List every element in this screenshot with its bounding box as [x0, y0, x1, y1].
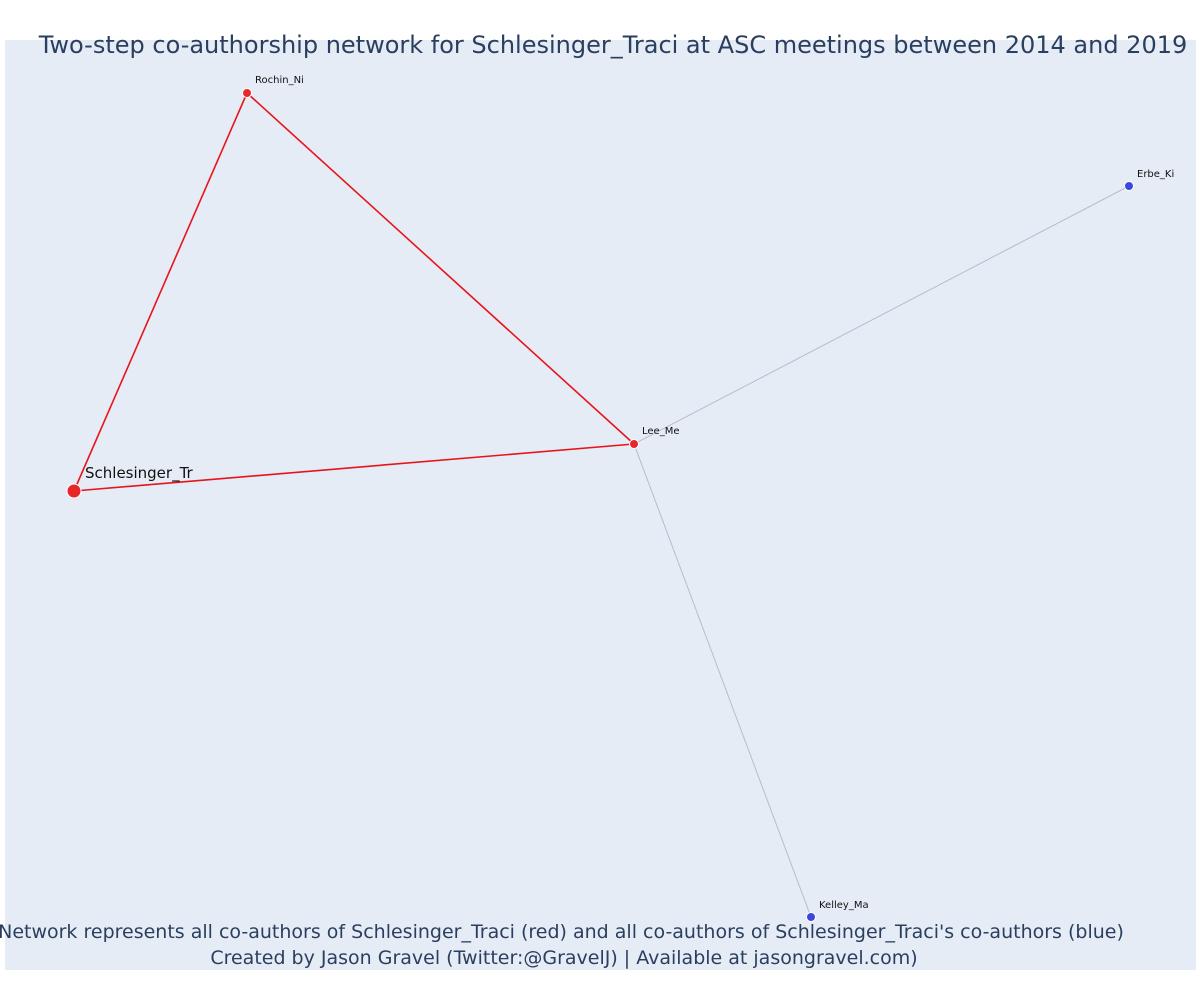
edge-Lee_Me-Erbe_Ki [633, 185, 1130, 445]
node-label-Lee_Me: Lee_Me [642, 426, 679, 437]
edge-Rochin_Ni-Lee_Me [246, 92, 635, 445]
node-Erbe_Ki[interactable] [1124, 181, 1134, 191]
edge-Schlesinger_Tr-Rochin_Ni [73, 92, 248, 492]
caption-line-1: Network represents all co-authors of Sch… [0, 921, 1124, 943]
node-Kelley_Ma[interactable] [806, 912, 816, 922]
caption-line-2: Created by Jason Gravel (Twitter:@Gravel… [210, 947, 917, 969]
node-label-Erbe_Ki: Erbe_Ki [1137, 169, 1174, 180]
node-Lee_Me[interactable] [629, 439, 639, 449]
node-layer [66, 88, 1134, 922]
plot-area [5, 40, 1196, 970]
node-label-Schlesinger_Tr: Schlesinger_Tr [85, 464, 194, 483]
node-Rochin_Ni[interactable] [242, 88, 252, 98]
chart-title: Two-step co-authorship network for Schle… [38, 31, 1188, 59]
node-label-Rochin_Ni: Rochin_Ni [255, 75, 304, 86]
edge-Schlesinger_Tr-Lee_Me [73, 443, 635, 492]
edge-layer [73, 92, 1130, 918]
label-layer: Schlesinger_Tr Rochin_Ni Lee_Me Erbe_Ki Kell… [85, 75, 1174, 911]
node-Schlesinger_Tr[interactable] [66, 483, 82, 499]
edge-Lee_Me-Kelley_Ma [633, 443, 812, 918]
node-label-Kelley_Ma: Kelley_Ma [819, 900, 869, 911]
